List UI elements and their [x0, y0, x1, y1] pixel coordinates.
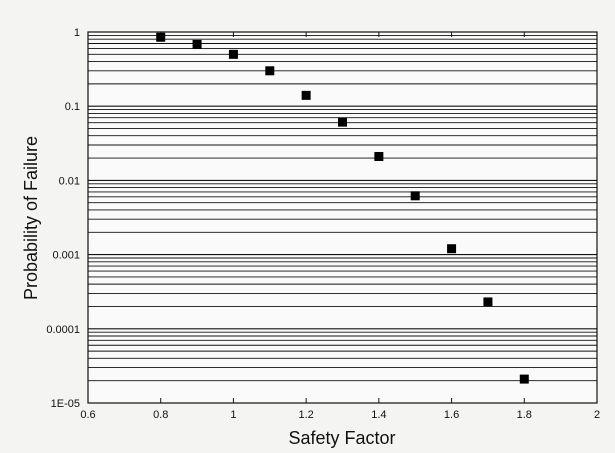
- data-point-marker: [301, 90, 311, 100]
- y-tick-label: 0.1: [65, 101, 80, 113]
- x-tick-label: 1.2: [298, 409, 313, 421]
- data-point-marker: [374, 151, 384, 161]
- grid-lines: [88, 34, 597, 404]
- data-point-marker: [228, 49, 238, 59]
- x-tick-label: 1: [230, 409, 236, 421]
- y-axis-ticks: 1 0.1 0.01 0.001 0.0001 1E-05: [46, 27, 80, 410]
- x-tick-label: 2: [594, 409, 600, 421]
- y-tick-label: 1: [74, 27, 80, 39]
- x-tick-label: 1.8: [517, 409, 532, 421]
- y-tick-label: 0.01: [59, 175, 80, 187]
- plot-background: [88, 32, 597, 403]
- x-tick-label: 1.4: [371, 409, 386, 421]
- data-point-marker: [192, 39, 202, 49]
- y-tick-label: 1E-05: [51, 398, 80, 410]
- x-axis-title: Safety Factor: [288, 428, 395, 448]
- x-axis-ticks: 0.6 0.8 1 1.2 1.4 1.6 1.8 2: [80, 32, 600, 421]
- data-point-marker: [447, 244, 457, 254]
- y-tick-label: 0.0001: [46, 324, 80, 336]
- x-tick-label: 1.6: [444, 409, 459, 421]
- data-point-marker: [156, 32, 166, 42]
- data-point-marker: [265, 66, 275, 76]
- x-tick-label: 0.6: [80, 409, 95, 421]
- data-point-marker: [519, 374, 529, 384]
- data-markers: [156, 32, 529, 384]
- data-point-marker: [338, 117, 347, 127]
- data-point-marker: [410, 191, 420, 201]
- x-tick-label: 0.8: [153, 409, 168, 421]
- y-tick-label: 0.001: [52, 250, 80, 262]
- data-point-marker: [483, 297, 493, 307]
- plot-frame: [87, 31, 598, 404]
- y-axis-title: Probability of Failure: [21, 136, 41, 300]
